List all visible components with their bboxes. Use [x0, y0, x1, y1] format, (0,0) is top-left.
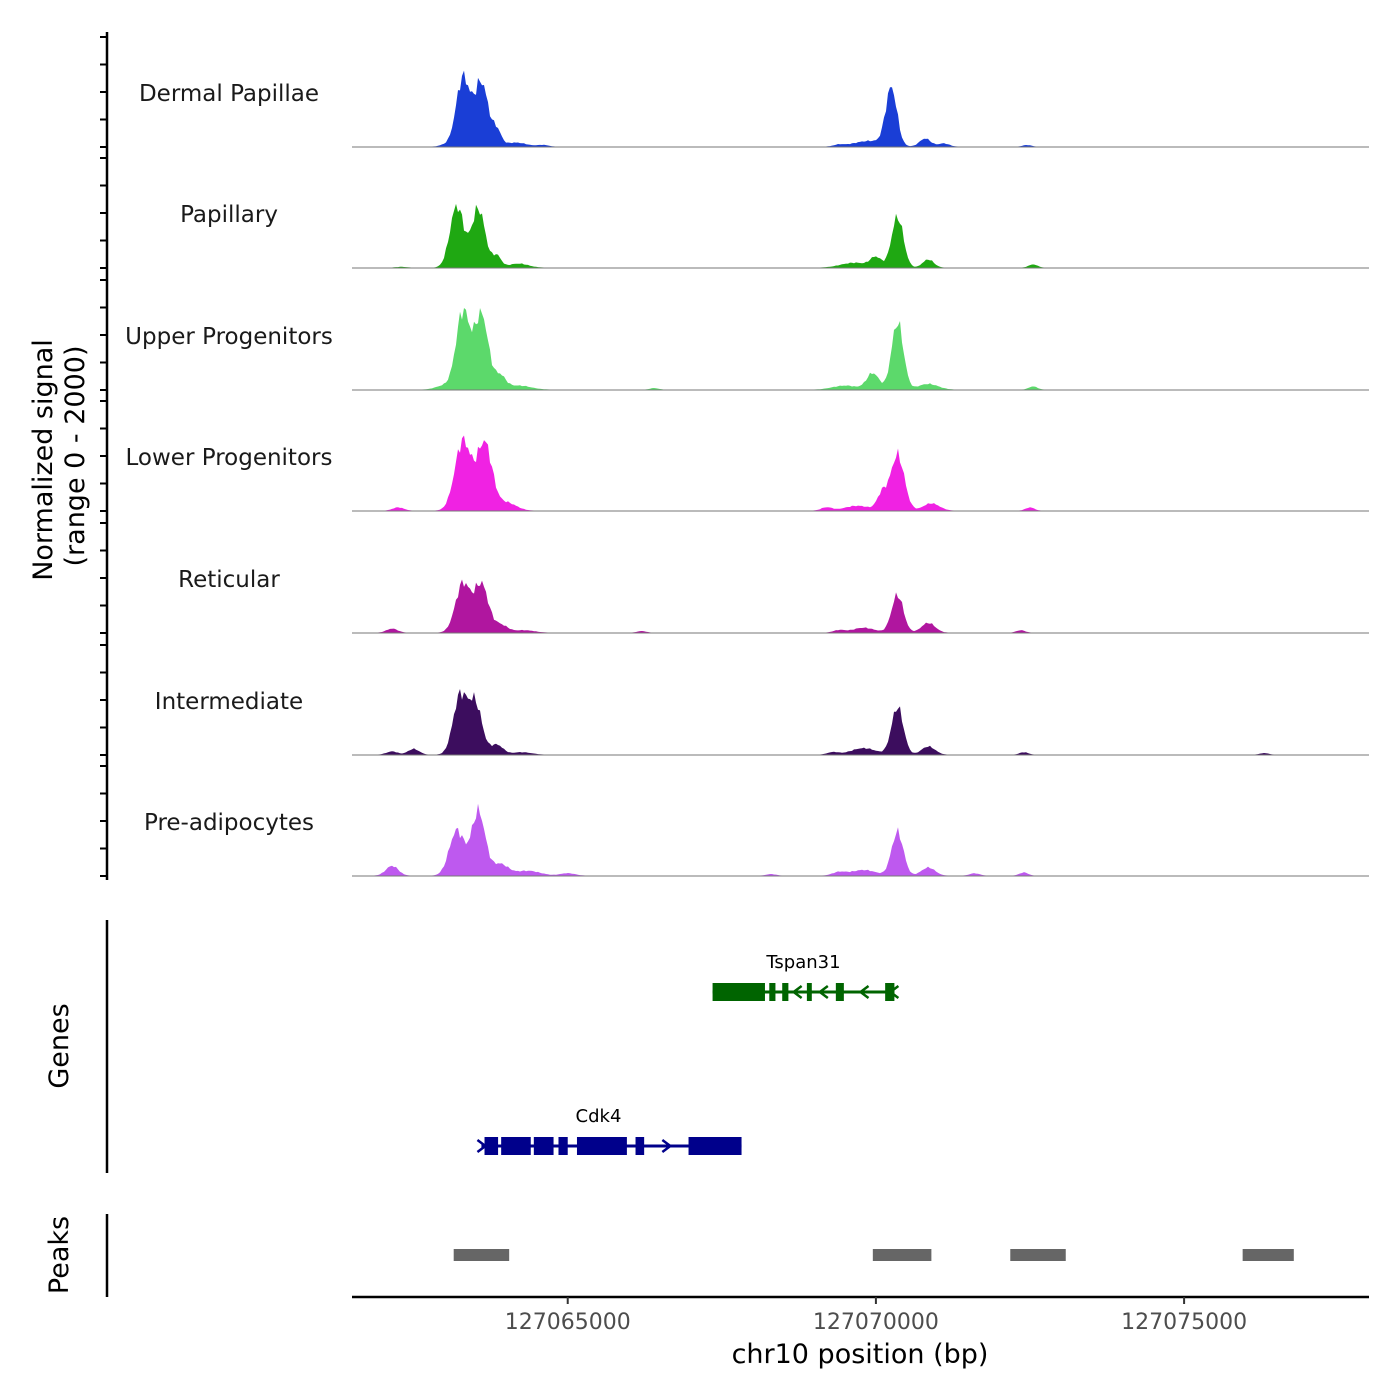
- exon: [576, 1137, 627, 1155]
- exon: [835, 983, 844, 1001]
- strand-arrow: [817, 985, 829, 999]
- strand-arrow: [791, 985, 803, 999]
- gene-label: Cdk4: [576, 1106, 622, 1127]
- track-upper-progenitors: Upper Progenitors: [125, 308, 1369, 391]
- exon: [484, 1137, 499, 1155]
- track-label: Upper Progenitors: [125, 324, 333, 350]
- peak-region: [872, 1249, 932, 1261]
- track-label: Lower Progenitors: [126, 445, 333, 471]
- gene-tspan31: Tspan31: [712, 952, 900, 1001]
- signal-area: [352, 689, 1369, 755]
- exon: [688, 1137, 742, 1155]
- gene-cdk4: Cdk4: [476, 1106, 742, 1155]
- y-axis-title: Normalized signal: [28, 339, 59, 581]
- exon: [806, 983, 812, 1001]
- signal-axis: [100, 32, 109, 880]
- peak-region: [1242, 1249, 1294, 1261]
- x-tick-label: 127070000: [813, 1310, 939, 1335]
- signal-area: [352, 803, 1369, 876]
- peak-region: [1010, 1249, 1066, 1261]
- signal-area: [352, 308, 1369, 390]
- signal-area: [352, 579, 1369, 633]
- signal-tracks: Dermal Papillae Papillary Upper Progenitor…: [125, 70, 1369, 877]
- peaks-track-label: Peaks: [44, 1216, 75, 1294]
- track-dermal-papillae: Dermal Papillae: [139, 70, 1369, 148]
- exon: [533, 1137, 554, 1155]
- track-papillary: Papillary: [180, 202, 1369, 269]
- signal-area: [352, 203, 1369, 268]
- exon: [501, 1137, 531, 1155]
- gene-label: Tspan31: [765, 952, 840, 973]
- track-label: Reticular: [178, 567, 280, 593]
- x-axis-title: chr10 position (bp): [732, 1339, 989, 1370]
- track-label: Papillary: [180, 202, 278, 228]
- track-intermediate: Intermediate: [155, 689, 1369, 756]
- strand-arrow: [661, 1139, 673, 1153]
- strand-arrow: [858, 985, 870, 999]
- peak-regions: [453, 1249, 1294, 1261]
- genes-track-label: Genes: [44, 1003, 75, 1088]
- y-axis-range-label: (range 0 - 2000): [60, 346, 91, 567]
- track-label: Intermediate: [155, 689, 303, 715]
- signal-area: [352, 435, 1369, 511]
- exon: [558, 1137, 568, 1155]
- track-reticular: Reticular: [178, 567, 1369, 634]
- exon: [885, 983, 895, 1001]
- gene-annotations: Tspan31 Cdk4: [476, 952, 900, 1155]
- x-tick-label: 127075000: [1121, 1310, 1247, 1335]
- exon: [769, 983, 776, 1001]
- signal-area: [352, 70, 1369, 147]
- x-tick-label: 127065000: [505, 1310, 631, 1335]
- track-label: Pre-adipocytes: [144, 810, 314, 836]
- exon: [782, 983, 789, 1001]
- track-lower-progenitors: Lower Progenitors: [126, 435, 1369, 512]
- track-label: Dermal Papillae: [139, 81, 319, 107]
- x-axis: 127065000 127070000 127075000: [505, 1297, 1247, 1335]
- exon: [712, 983, 765, 1001]
- exon: [635, 1137, 645, 1155]
- track-pre-adipocytes: Pre-adipocytes: [144, 803, 1369, 877]
- peak-region: [453, 1249, 510, 1261]
